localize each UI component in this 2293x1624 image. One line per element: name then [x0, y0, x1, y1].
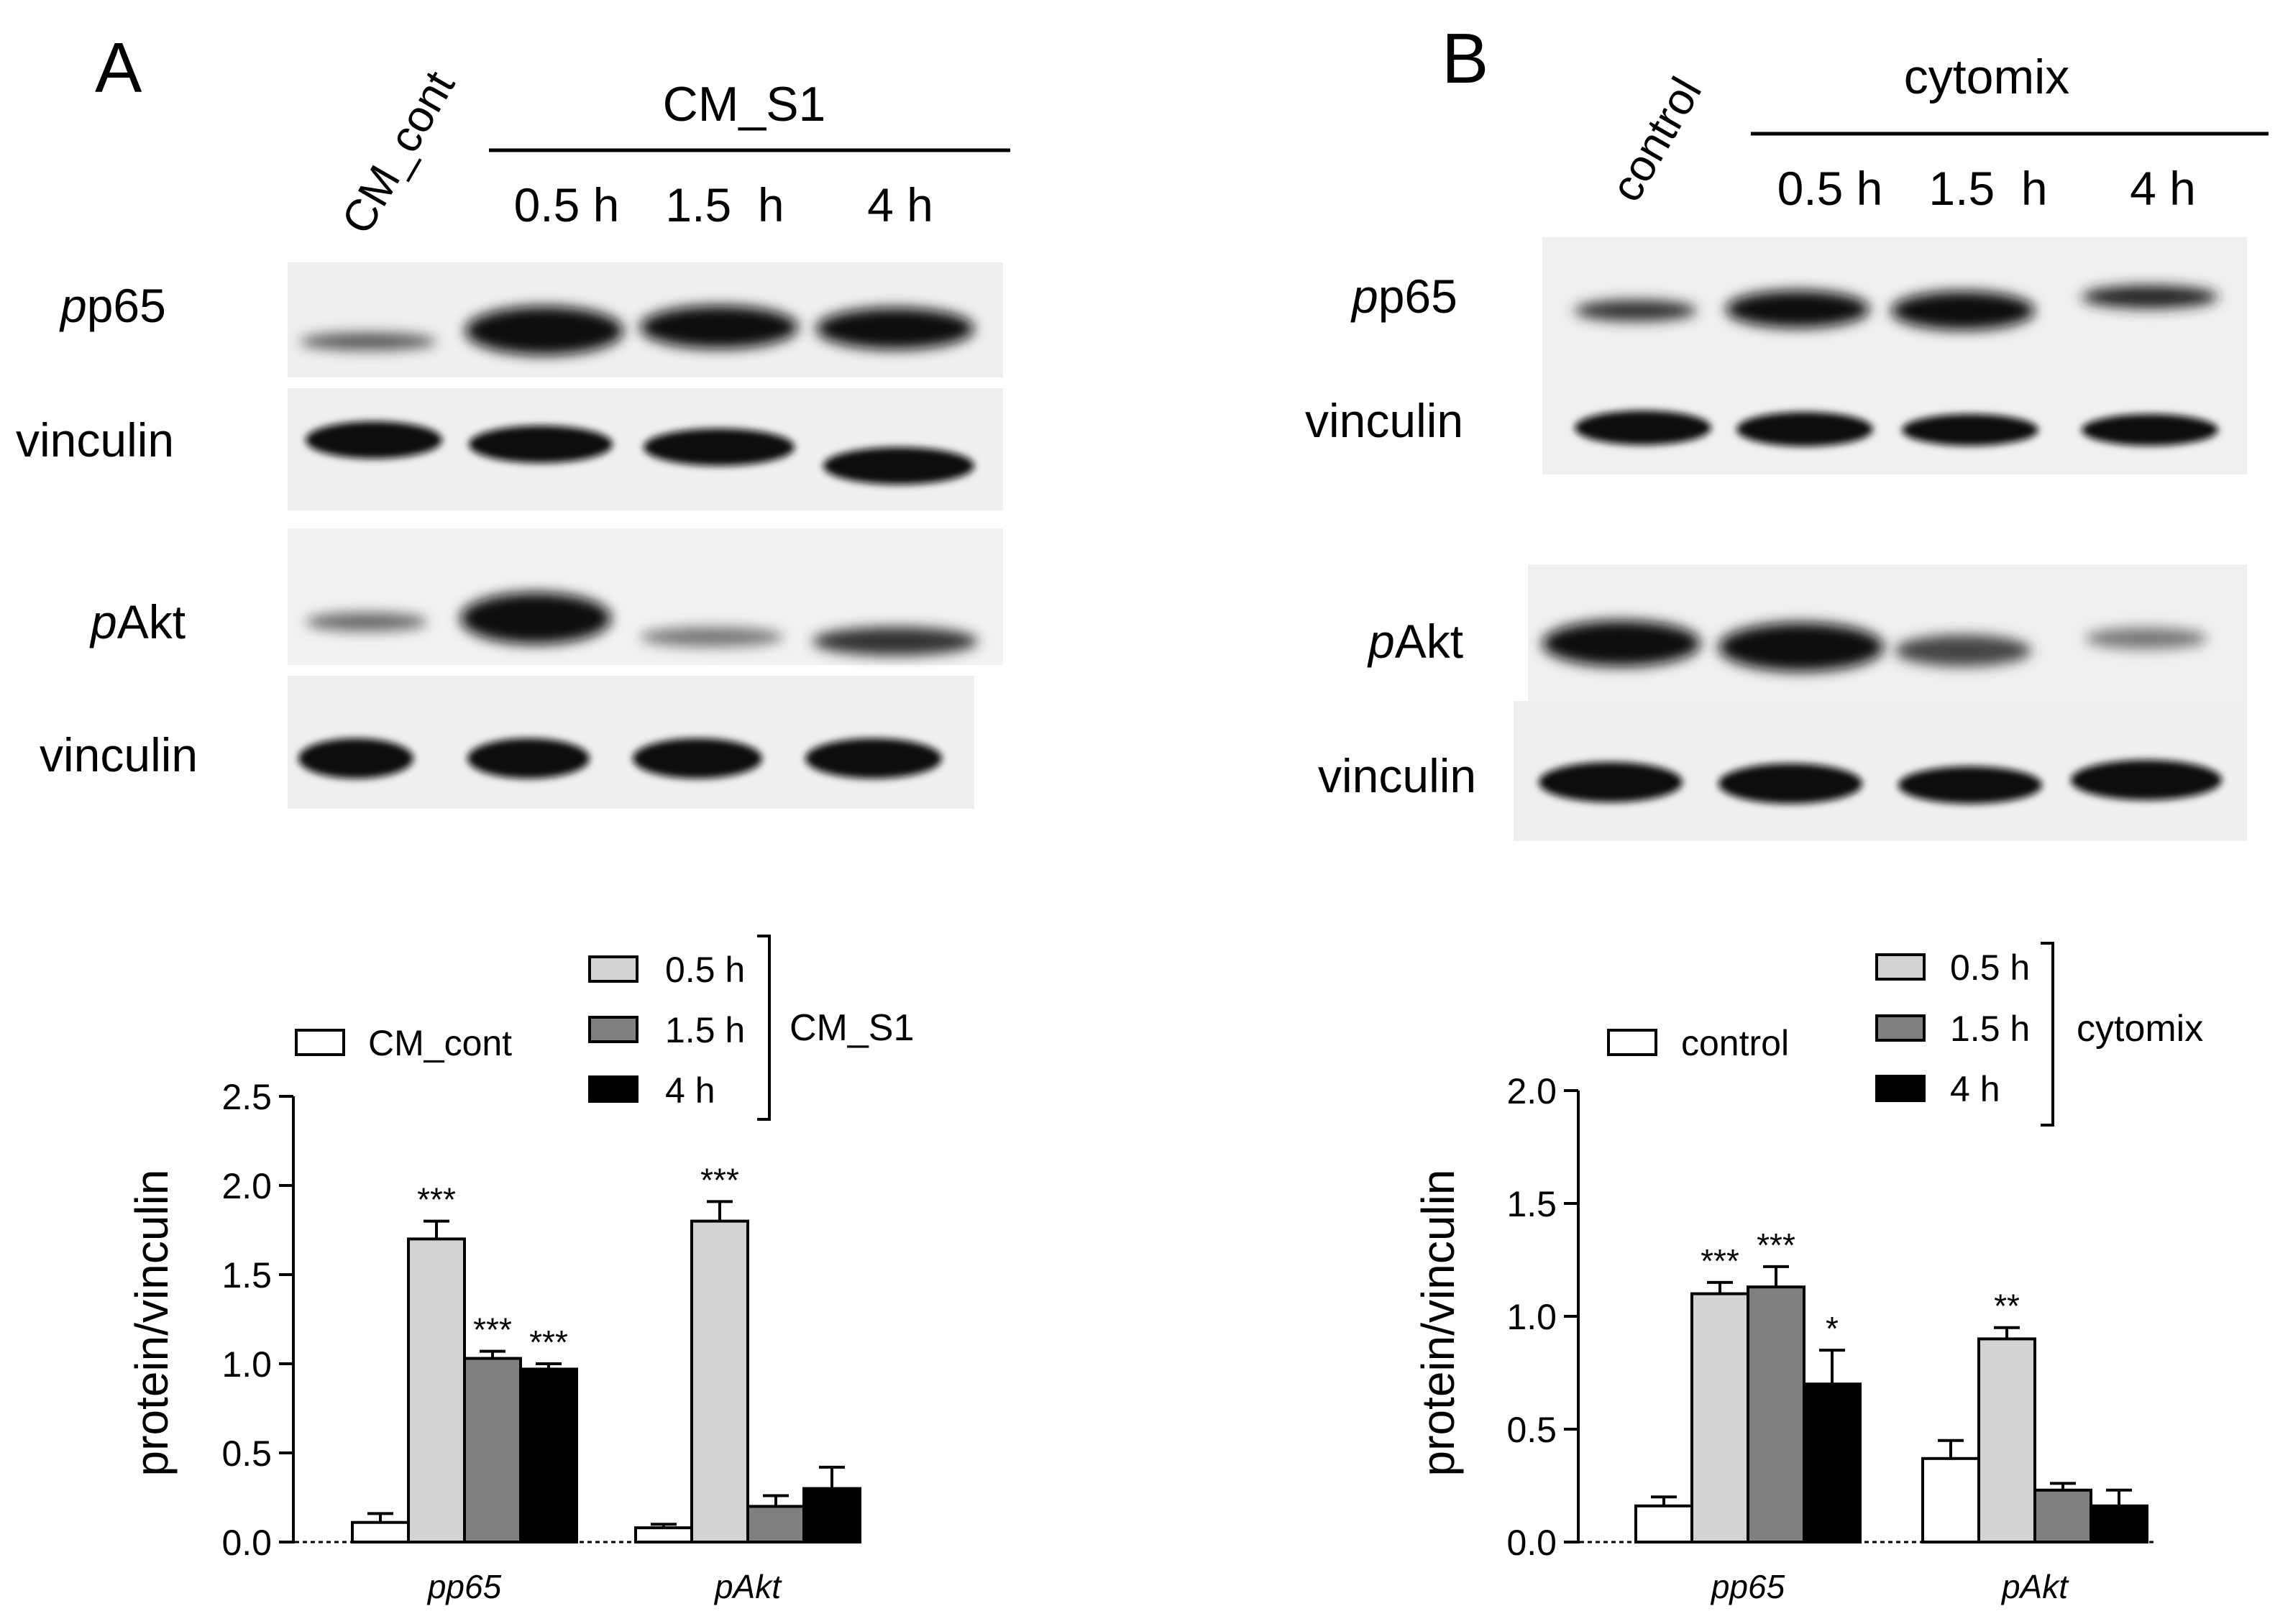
legend-b-bracket-label: cytomix	[2077, 1008, 2203, 1050]
y-axis-label-b: protein/vinculin	[1412, 1170, 1464, 1477]
bar	[634, 1526, 693, 1543]
blot-strip-pp65-a	[288, 262, 1003, 377]
bar	[463, 1357, 522, 1544]
significance-stars: ***	[700, 1161, 739, 1198]
bar	[1977, 1337, 2036, 1544]
y-tick-label: 0.5	[221, 1433, 272, 1474]
bar	[1690, 1292, 1749, 1543]
blot-strip-vinculin-b2	[1514, 701, 2247, 841]
bar	[746, 1505, 805, 1543]
panel-a: A CM_cont CM_S1 0.5 h 1.5 h 4 h pp65 vin…	[16, 28, 1010, 809]
lane-label-cm-cont: CM_cont	[332, 63, 464, 242]
lane-label-1-5h: 1.5 h	[665, 178, 784, 231]
y-tick-label: 0.0	[221, 1523, 272, 1563]
legend-label-0-5h: 0.5 h	[665, 950, 745, 990]
y-axis-label-a: protein/vinculin	[126, 1170, 178, 1477]
bar	[2090, 1504, 2148, 1544]
lane-label-b-1-5h: 1.5 h	[1928, 162, 2047, 215]
significance-stars: *	[1826, 1310, 1839, 1347]
blot-label-b-pakt: pAkt	[1367, 615, 1463, 668]
significance-stars: ***	[1757, 1226, 1795, 1264]
legend-b-swatch-4h	[1875, 1075, 1926, 1102]
bar	[519, 1367, 578, 1543]
panel-b: B control cytomix 0.5 h 1.5 h 4 h pp65 v…	[1305, 19, 2269, 841]
significance-stars: ***	[1701, 1242, 1739, 1280]
legend-b-bracket	[2041, 942, 2054, 1127]
y-tick-label: 2.0	[221, 1166, 272, 1206]
blot-label-b-vinculin-2: vinculin	[1318, 749, 1476, 802]
lane-label-control: control	[1601, 69, 1711, 210]
panel-letter-a: A	[95, 28, 142, 107]
bar	[2033, 1488, 2092, 1544]
bar	[351, 1520, 410, 1543]
y-tick-label: 1.0	[221, 1344, 272, 1385]
lane-label-b-4h: 4 h	[2130, 162, 2196, 215]
blot-label-pp65: pp65	[59, 279, 166, 332]
bar	[1634, 1504, 1693, 1544]
blot-strip-pakt-b	[1528, 564, 2247, 701]
y-tick-label: 2.0	[1506, 1071, 1557, 1111]
legend-b-swatch-0-5h	[1875, 953, 1926, 981]
blot-label-vinculin-1: vinculin	[16, 413, 174, 467]
legend-swatch-1-5h	[588, 1016, 639, 1043]
chart-b: control 0.5 h 1.5 h 4 h cytomix protein/…	[1412, 942, 2203, 1605]
legend-bracket-label: CM_S1	[789, 1007, 914, 1049]
blot-strip-pp65-b	[1542, 237, 2247, 474]
legend-b-label-control: control	[1681, 1023, 1789, 1063]
lane-label-0-5h: 0.5 h	[514, 178, 620, 231]
significance-stars: ***	[417, 1181, 456, 1219]
blot-strip-pakt-a	[288, 528, 1003, 665]
blot-strip-vinculin-a2	[288, 676, 974, 809]
x-category-label: pp65	[1710, 1568, 1785, 1605]
blot-label-pakt: pAkt	[89, 595, 186, 648]
significance-stars: ***	[473, 1311, 512, 1349]
bar	[1747, 1285, 1805, 1544]
x-category-label: pAkt	[713, 1568, 782, 1605]
legend-b-label-0-5h: 0.5 h	[1950, 948, 2030, 988]
blot-label-b-pp65: pp65	[1350, 270, 1457, 323]
blot-strip-vinculin-a1	[288, 388, 1003, 510]
significance-stars: **	[1994, 1288, 2020, 1325]
group-label-cytomix: cytomix	[1904, 50, 2069, 104]
bar	[690, 1219, 749, 1543]
legend-bracket	[757, 935, 771, 1121]
lane-label-4h: 4 h	[867, 178, 933, 231]
legend-b-label-1-5h: 1.5 h	[1950, 1009, 2030, 1049]
legend-b-swatch-control	[1607, 1029, 1657, 1056]
legend-label-control: CM_cont	[368, 1023, 512, 1063]
legend-a: CM_cont 0.5 h 1.5 h 4 h CM_S1	[295, 935, 914, 1121]
bar	[407, 1237, 466, 1544]
blot-label-vinculin-2: vinculin	[40, 728, 198, 781]
y-tick-label: 0.0	[1506, 1523, 1557, 1563]
legend-label-1-5h: 1.5 h	[665, 1010, 745, 1050]
lane-label-b-0-5h: 0.5 h	[1777, 162, 1883, 215]
x-category-label: pp65	[426, 1568, 502, 1605]
significance-stars: ***	[529, 1323, 568, 1361]
legend-swatch-0-5h	[588, 955, 639, 983]
x-category-label: pAkt	[2000, 1568, 2069, 1605]
chart-a: CM_cont 0.5 h 1.5 h 4 h CM_S1 protein/vi…	[126, 935, 914, 1605]
y-tick-label: 1.0	[1506, 1297, 1557, 1337]
bar	[802, 1487, 861, 1544]
legend-b: control 0.5 h 1.5 h 4 h cytomix	[1607, 942, 2203, 1127]
bar	[1921, 1456, 1980, 1543]
y-tick-label: 1.5	[221, 1255, 272, 1295]
y-tick-label: 2.5	[221, 1077, 272, 1117]
legend-b-swatch-1-5h	[1875, 1014, 1926, 1042]
bar	[1803, 1382, 1862, 1543]
panel-letter-b: B	[1442, 19, 1488, 98]
y-tick-label: 0.5	[1506, 1410, 1557, 1450]
y-tick-label: 1.5	[1506, 1184, 1557, 1224]
legend-swatch-control	[295, 1029, 345, 1056]
group-label-cm-s1: CM_S1	[663, 77, 826, 132]
plot-area-a: 0.0 0.5 1.0 1.5 2.0 2.5 *** *** *** pp65 *** pAkt	[221, 1077, 861, 1605]
legend-b-label-4h: 4 h	[1950, 1069, 2000, 1109]
legend-swatch-4h	[588, 1075, 639, 1103]
plot-area-b: 0.00.51.01.52.0*** ****pp65**pAkt	[1506, 1071, 2157, 1605]
blot-label-b-vinculin-1: vinculin	[1305, 394, 1463, 447]
legend-label-4h: 4 h	[665, 1070, 715, 1111]
